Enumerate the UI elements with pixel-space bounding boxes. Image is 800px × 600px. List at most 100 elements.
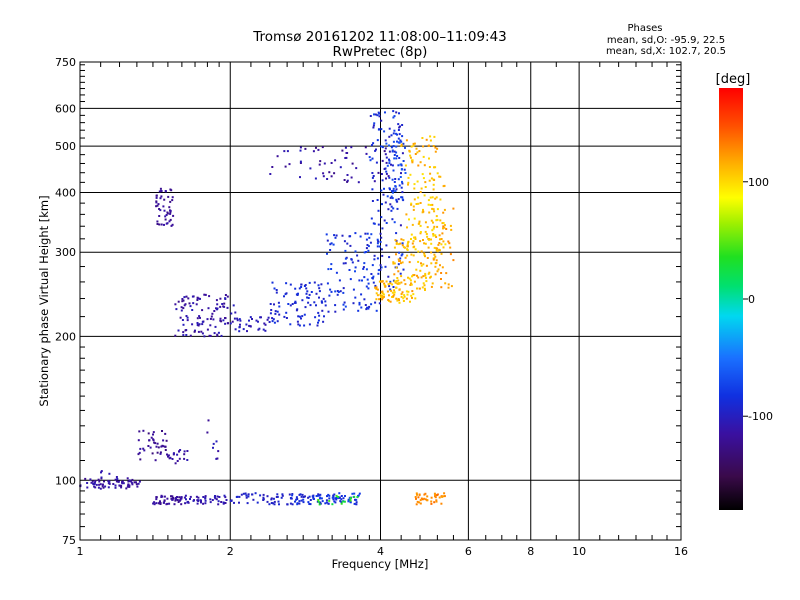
data-point-o — [398, 157, 401, 159]
y-tick-label: 750 — [55, 56, 76, 69]
data-point-o — [380, 189, 383, 192]
data-point-x — [435, 196, 438, 199]
data-point-o — [143, 449, 146, 452]
data-point-o — [327, 502, 330, 505]
data-point-o — [334, 236, 337, 239]
data-point-x — [427, 199, 430, 202]
data-point-x — [420, 276, 423, 279]
data-point-o — [333, 234, 336, 237]
data-point-o — [289, 502, 292, 505]
data-point-o — [209, 317, 212, 320]
data-point-x — [379, 293, 382, 296]
data-point-o — [394, 178, 397, 180]
data-point-o — [330, 290, 333, 293]
data-point-x — [356, 496, 359, 498]
data-point-o — [220, 501, 223, 503]
data-point-o — [401, 135, 404, 138]
data-point-o — [334, 290, 337, 293]
data-point-o — [392, 187, 395, 190]
data-point-o — [272, 502, 274, 505]
data-point-o — [297, 292, 299, 295]
data-point-o — [377, 209, 380, 212]
data-point-o — [388, 127, 391, 130]
data-point-x — [435, 236, 438, 238]
data-point-x — [317, 500, 320, 503]
data-point-o — [372, 142, 375, 145]
data-point-o — [296, 498, 299, 500]
data-point-o — [383, 187, 385, 190]
data-point-o — [317, 148, 320, 151]
chart-title: Tromsø 20161202 11:08:00–11:09:43 — [252, 29, 507, 45]
data-point-x — [431, 229, 434, 232]
data-point-x — [433, 253, 436, 256]
data-point-o — [326, 252, 328, 255]
data-point-o — [380, 248, 383, 251]
data-point-x — [412, 205, 415, 208]
data-point-o — [309, 167, 312, 170]
data-point-x — [412, 208, 415, 211]
data-point-x — [412, 144, 415, 147]
data-point-x — [413, 183, 416, 186]
data-point-o — [90, 481, 93, 484]
data-point-o — [325, 501, 328, 504]
data-point-x — [397, 270, 400, 273]
data-point-o — [201, 309, 204, 312]
data-point-o — [401, 253, 404, 256]
data-point-o — [174, 499, 177, 502]
data-point-o — [180, 309, 183, 312]
data-point-o — [365, 268, 368, 271]
data-point-o — [381, 203, 383, 206]
data-point-x — [400, 295, 403, 298]
data-point-o — [204, 499, 207, 502]
data-point-o — [312, 497, 315, 500]
data-point-o — [317, 284, 320, 287]
data-point-o — [395, 132, 397, 135]
data-point-o — [217, 450, 220, 453]
data-point-o — [318, 314, 321, 317]
data-point-o — [297, 315, 300, 318]
data-point-o — [386, 164, 389, 167]
data-point-x — [404, 164, 407, 167]
data-point-o — [344, 262, 347, 265]
data-point-x — [425, 280, 428, 283]
data-point-o — [168, 206, 171, 209]
data-point-o — [355, 498, 358, 501]
data-point-o — [167, 195, 170, 198]
y-tick-label: 100 — [55, 474, 76, 487]
data-point-o — [94, 486, 97, 489]
data-point-o — [390, 134, 393, 137]
data-point-o — [100, 470, 103, 473]
data-point-o — [348, 235, 351, 238]
data-point-o — [172, 496, 175, 499]
data-point-o — [335, 497, 338, 499]
data-point-o — [394, 190, 397, 193]
data-point-x — [444, 282, 447, 285]
data-point-o — [385, 222, 388, 224]
data-point-x — [393, 280, 396, 283]
data-point-x — [407, 276, 409, 279]
data-point-o — [148, 439, 151, 442]
data-point-o — [164, 190, 167, 192]
data-point-x — [424, 492, 427, 495]
data-point-o — [176, 460, 179, 462]
data-point-o — [114, 486, 117, 489]
data-point-x — [328, 499, 331, 502]
data-point-o — [300, 317, 302, 320]
data-point-o — [153, 503, 156, 506]
data-point-o — [178, 496, 181, 499]
data-point-o — [199, 499, 202, 502]
data-point-o — [364, 232, 367, 235]
data-point-o — [169, 188, 172, 191]
data-point-x — [449, 253, 452, 256]
data-point-x — [438, 175, 441, 178]
data-point-o — [263, 322, 266, 325]
data-point-x — [396, 282, 399, 285]
data-point-o — [350, 176, 353, 179]
data-point-x — [440, 243, 443, 246]
data-point-o — [160, 195, 163, 198]
data-point-o — [164, 218, 167, 221]
data-point-o — [184, 329, 187, 332]
data-point-x — [420, 264, 423, 267]
data-point-x — [448, 242, 451, 245]
data-point-o — [217, 331, 220, 334]
